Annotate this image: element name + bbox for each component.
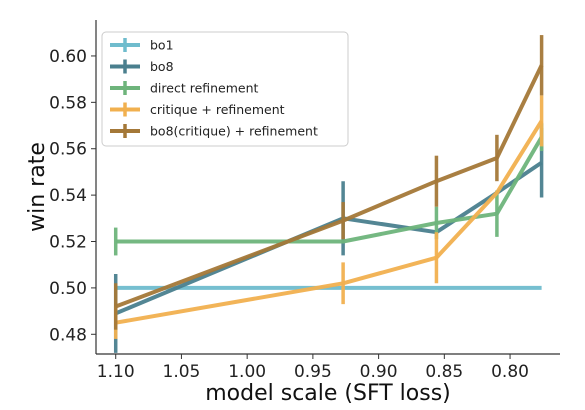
x-tick-label: 1.10: [97, 362, 135, 382]
legend-label: bo8(critique) + refinement: [150, 124, 318, 139]
series-bo8-critique-refinement: [113, 35, 544, 330]
y-tick-label: 0.58: [49, 93, 87, 113]
y-tick-label: 0.56: [49, 140, 87, 160]
x-tick-label: 0.85: [425, 362, 463, 382]
series-line: [114, 160, 543, 316]
legend-item-direct-refinement: direct refinement: [110, 81, 259, 96]
legend-frame: [101, 31, 349, 147]
legend-label: bo8: [150, 59, 174, 74]
series-layer: [113, 35, 544, 353]
series-line: [115, 119, 544, 325]
y-tick-label: 0.50: [49, 279, 87, 299]
legend-item-bo8: bo8: [110, 59, 174, 74]
ticks-layer: 1.10 1.05 1.00 0.95 0.90 0.85 0.80 0.48 0.50 0.52…: [49, 47, 529, 382]
legend-label: direct refinement: [150, 81, 259, 96]
x-tick-label: 0.80: [491, 362, 529, 382]
y-axis-title: win rate: [25, 142, 50, 232]
x-tick-label: 1.00: [228, 362, 266, 382]
x-tick-label: 0.90: [360, 362, 398, 382]
legend-item-bo8-critique-refinement: bo8(critique) + refinement: [110, 124, 318, 139]
x-axis-title: model scale (SFT loss): [205, 381, 451, 406]
legend: bo1 bo8 direct refinement critique + refine…: [101, 31, 349, 147]
y-tick-label: 0.48: [49, 325, 87, 345]
y-tick-label: 0.54: [49, 186, 87, 206]
y-tick-label: 0.60: [49, 47, 87, 67]
x-tick-label: 0.95: [294, 362, 332, 382]
axes-layer: [95, 20, 560, 355]
legend-label: critique + refinement: [150, 102, 285, 117]
legend-label: bo1: [150, 38, 174, 53]
legend-item-critique-refinement: critique + refinement: [110, 102, 285, 117]
series-critique-refinement: [113, 95, 544, 339]
x-tick-label: 1.05: [163, 362, 201, 382]
legend-item-bo1: bo1: [110, 38, 174, 53]
y-tick-label: 0.52: [49, 233, 87, 253]
